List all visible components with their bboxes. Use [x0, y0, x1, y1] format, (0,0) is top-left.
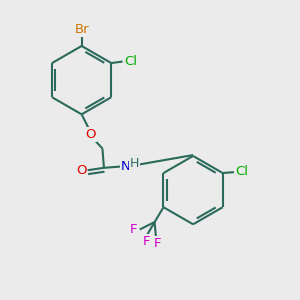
Text: Br: Br [74, 23, 89, 36]
Text: Cl: Cl [124, 55, 137, 68]
Text: H: H [130, 158, 139, 170]
Text: O: O [76, 164, 86, 177]
Text: Cl: Cl [236, 165, 248, 178]
Text: N: N [121, 160, 130, 172]
Text: F: F [129, 223, 137, 236]
Text: F: F [154, 237, 161, 250]
Text: O: O [85, 128, 96, 141]
Text: F: F [142, 235, 150, 248]
